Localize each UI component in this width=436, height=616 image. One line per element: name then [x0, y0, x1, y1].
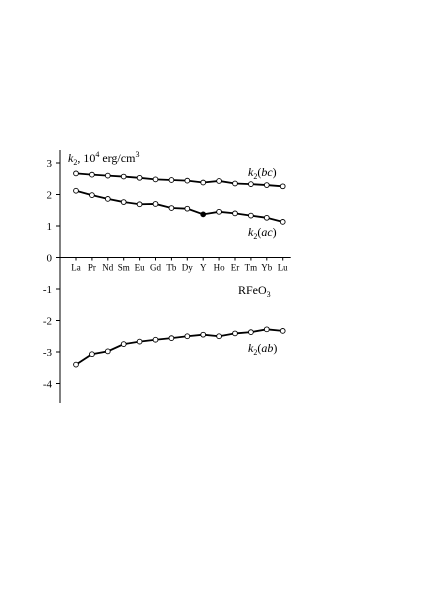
data-point-bc [184, 177, 191, 184]
data-point-ab [136, 338, 143, 345]
y-tick-label: 1 [47, 221, 53, 233]
data-point-bc [216, 178, 222, 184]
series-label-ac-paren: ( [257, 225, 261, 239]
data-point-ac [136, 201, 143, 208]
data-point-ac [89, 192, 95, 198]
data-point-bc [73, 170, 79, 177]
data-point-bc [89, 171, 95, 178]
data-point-bc [104, 172, 111, 179]
series-label-ab-axes: ab [261, 341, 273, 355]
data-point-bc [263, 182, 270, 188]
series-label-ab-close: ) [273, 341, 277, 355]
data-point-bc [168, 177, 175, 183]
series-label-ab-k: k [248, 341, 254, 355]
axes: 3 2 1 0 -1 -2 -3 -4 La Pr Nd Sm Eu Gd Tb Dy Y Ho Er Tm Yb Lu [43, 150, 291, 403]
x-tick-label: Tb [166, 263, 176, 273]
data-point-ac [184, 205, 191, 212]
data-point-ac [120, 199, 127, 205]
y-axis-label: k2, 104 erg/cm3 [68, 150, 139, 167]
y-tick-label: 3 [47, 158, 53, 170]
series-label-bc-close: ) [273, 165, 277, 179]
data-point-bc [200, 179, 207, 186]
data-point-ab [73, 361, 79, 368]
series-bc [73, 170, 286, 190]
data-point-ab [263, 326, 270, 333]
data-point-ac [248, 212, 254, 219]
y-axis-label-mid: , 10 [77, 151, 95, 165]
data-point-ab [152, 336, 159, 343]
x-tick-label: La [71, 263, 81, 273]
x-tick-label: Lu [278, 263, 288, 273]
data-point-ac [200, 211, 207, 218]
series-label-ab-paren: ( [257, 341, 261, 355]
y-axis-label-exp: 4 [95, 150, 99, 159]
data-point-ab [168, 335, 175, 341]
series-label-bc-k: k [248, 165, 254, 179]
y-tick-label: -4 [43, 379, 53, 391]
data-point-ab [104, 348, 111, 355]
series-label-bc-sub: 2 [253, 172, 257, 181]
data-point-ac [73, 187, 79, 194]
data-point-bc [279, 183, 286, 190]
x-tick-label: Eu [135, 263, 145, 273]
series-ac [73, 187, 286, 225]
series-label-ac-sub: 2 [253, 232, 257, 241]
data-point-bc [232, 180, 238, 187]
series-ab [73, 326, 286, 368]
data-point-ab [248, 329, 254, 336]
y-axis-label-sub: 2 [73, 158, 77, 167]
series-label-bc-axes: bc [261, 165, 273, 179]
data-point-ab [232, 330, 238, 337]
y-tick-label: -3 [43, 347, 53, 359]
x-tick-label: Sm [118, 263, 130, 273]
data-point-ac [104, 196, 111, 202]
y-tick-label: -2 [43, 316, 52, 328]
x-tick-label: Er [231, 263, 240, 273]
y-axis-label-unit-exp: 3 [135, 150, 139, 159]
x-tick-label: Y [200, 263, 207, 273]
series-label-ab-sub: 2 [253, 348, 257, 357]
y-tick-label: 0 [47, 253, 53, 265]
data-point-ab [89, 351, 95, 358]
x-tick-label: Gd [150, 263, 161, 273]
y-axis-label-unit: erg/cm [99, 151, 136, 165]
data-point-ac [152, 201, 159, 207]
data-point-ac [279, 219, 286, 225]
series-label-ac: k2(ac) [248, 225, 277, 241]
series-layer [73, 170, 286, 368]
x-tick-label: Ho [214, 263, 225, 273]
series-label-bc: k2(bc) [248, 165, 277, 181]
data-point-bc [248, 181, 254, 187]
y-tick-label: -1 [43, 284, 52, 296]
annotation-rfeo3: RFeO3 [238, 283, 271, 299]
annotation-rfeo3-main: RFeO [238, 283, 267, 297]
data-point-ac [232, 210, 238, 217]
x-tick-label: Nd [102, 263, 113, 273]
x-tick-label: Dy [182, 263, 193, 273]
series-label-ac-close: ) [273, 225, 277, 239]
x-tick-label: Pr [88, 263, 96, 273]
series-label-ac-axes: ac [261, 225, 273, 239]
series-label-ac-k: k [248, 225, 254, 239]
y-axis-label-k: k [68, 151, 74, 165]
data-point-ab [216, 333, 222, 340]
data-point-bc [152, 176, 159, 183]
data-point-ab [120, 341, 127, 347]
x-tick-label: Yb [261, 263, 272, 273]
series-label-bc-paren: ( [257, 165, 261, 179]
annotation-rfeo3-sub: 3 [267, 290, 271, 299]
data-point-ab [184, 333, 191, 340]
data-point-bc [136, 174, 143, 181]
x-tick-label: Tm [245, 263, 258, 273]
data-point-ac [263, 214, 270, 221]
data-point-bc [120, 173, 127, 180]
data-point-ac [216, 208, 222, 215]
data-point-ac [168, 205, 175, 211]
data-point-ab [200, 331, 207, 338]
y-tick-label: 2 [47, 190, 53, 202]
series-label-ab: k2(ab) [248, 341, 277, 357]
data-point-ab [279, 328, 286, 334]
